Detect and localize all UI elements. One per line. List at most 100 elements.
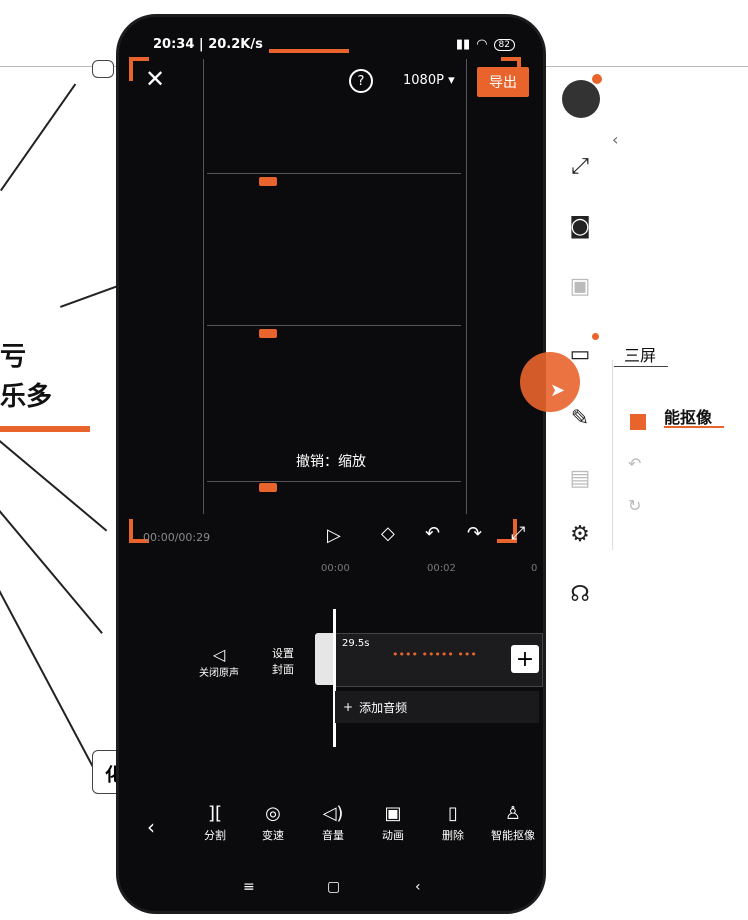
back-nav-icon[interactable]: ‹	[415, 879, 421, 895]
avatar[interactable]	[562, 80, 600, 118]
delete-tool[interactable]: ▯ 删除	[423, 803, 483, 843]
mindmap-line	[546, 66, 748, 67]
trash-icon: ▯	[448, 803, 458, 824]
animation-icon: ▣	[384, 803, 402, 824]
camera-icon[interactable]: ◙	[569, 213, 591, 239]
mute-original-button[interactable]: ◁ 关闭原声	[197, 645, 241, 679]
video-camera-icon[interactable]: ▣	[569, 273, 591, 299]
smart-cutout-tool[interactable]: ♙ 智能抠像	[483, 803, 543, 843]
status-time-text: 20:34	[153, 37, 195, 52]
resolution-select[interactable]: 1080P ▾	[403, 73, 455, 88]
preview-line	[207, 325, 461, 326]
mute-label: 关闭原声	[199, 668, 239, 679]
menu-nav-icon[interactable]: ≡	[243, 879, 255, 895]
mindmap-fragment: 乐多	[0, 382, 53, 412]
color-swatch[interactable]	[630, 414, 646, 430]
status-icons: ▮▮ ◠ 82	[456, 37, 515, 52]
volume-tool[interactable]: ◁) 音量	[303, 803, 363, 843]
selection-edge	[269, 49, 349, 53]
delete-label: 删除	[442, 829, 464, 842]
selection-corner	[129, 519, 149, 543]
preview-mark	[259, 329, 277, 338]
settings-icon[interactable]: ⚙	[570, 521, 590, 547]
selection-corner	[497, 519, 517, 543]
timecode: 00:00/00:29	[143, 531, 211, 544]
volume-icon: ◁)	[322, 803, 344, 824]
question-icon[interactable]: ?	[349, 69, 373, 93]
undo-small-icon[interactable]: ↶	[628, 454, 642, 473]
eraser-icon[interactable]: ▤	[569, 465, 591, 491]
video-preview	[203, 59, 467, 514]
notification-dot	[592, 333, 599, 340]
panel-divider	[612, 360, 613, 550]
undo-icon[interactable]: ↶	[425, 523, 441, 544]
add-audio-label: 添加音频	[359, 700, 408, 715]
ruler-mark: 00:00	[321, 563, 350, 574]
animation-tool[interactable]: ▣ 动画	[363, 803, 423, 843]
pen-icon[interactable]: ✎	[570, 405, 590, 431]
playhead[interactable]	[333, 609, 336, 747]
mindmap-node	[92, 60, 114, 78]
mindmap-fragment: 亏	[0, 342, 27, 372]
ruler-mark: 0	[531, 563, 538, 574]
clip-thumbnails: •••• ••••• •••	[392, 648, 477, 661]
mindmap-line	[0, 83, 77, 192]
panel-underline	[664, 426, 724, 428]
cover-label-1: 设置	[272, 647, 294, 660]
ruler-mark: 00:02	[427, 563, 456, 574]
avatar-badge	[592, 74, 602, 84]
export-button[interactable]: 导出	[477, 67, 529, 97]
add-audio-button[interactable]: + 添加音频	[335, 691, 539, 723]
keyframe-icon[interactable]: ◇	[381, 523, 395, 544]
preview-mark	[259, 483, 277, 492]
add-clip-button[interactable]: +	[511, 645, 539, 673]
mindmap-line	[0, 66, 116, 67]
redo-icon[interactable]: ↷	[467, 523, 483, 544]
cursor-icon: ➤	[550, 380, 566, 401]
status-speed: 20.2K/s	[208, 37, 263, 52]
toast-message: 撤销：缩放	[296, 454, 366, 470]
person-icon: ♙	[504, 803, 522, 824]
cover-label-2: 封面	[272, 663, 294, 676]
status-time: 20:34 | 20.2K/s	[153, 37, 263, 52]
panel-label-cutout: 能抠像	[664, 408, 713, 427]
split-label: 分割	[204, 829, 226, 842]
phone-frame: 20:34 | 20.2K/s ▮▮ ◠ 82 ✕ ? 1080P ▾ 导出 撤…	[116, 14, 546, 914]
fullscreen-icon[interactable]: ⤢	[511, 523, 526, 544]
collapse-icon[interactable]: ‹	[612, 130, 619, 149]
speaker-icon: ◁	[212, 645, 226, 664]
preview-line	[207, 481, 461, 482]
mindmap-line	[0, 440, 108, 532]
close-icon[interactable]: ✕	[145, 65, 166, 93]
screen-share-icon[interactable]: ▭	[569, 341, 591, 367]
set-cover-button[interactable]: 设置 封面	[265, 645, 301, 677]
plus-icon: +	[343, 700, 354, 714]
mindmap-line	[60, 285, 118, 308]
mindmap-underline	[0, 426, 90, 432]
wifi-icon: ◠	[476, 37, 488, 52]
speed-tool[interactable]: ◎ 变速	[243, 803, 303, 843]
clip-trim-handle[interactable]	[315, 633, 335, 685]
mindmap-line	[0, 590, 104, 786]
video-clip[interactable]: 29.5s •••• ••••• •••	[335, 633, 543, 687]
mindmap-line	[0, 510, 103, 634]
speed-icon: ◎	[265, 803, 281, 824]
status-bar: 20:34 | 20.2K/s ▮▮ ◠ 82	[119, 17, 543, 52]
home-nav-icon[interactable]: ▢	[327, 879, 341, 895]
clip-duration: 29.5s	[342, 638, 370, 649]
selection-corner	[129, 57, 149, 81]
back-icon[interactable]: ‹	[147, 815, 155, 839]
resolution-value: 1080P	[403, 73, 444, 88]
preview-line	[207, 173, 461, 174]
signal-icon: ▮▮	[455, 37, 471, 52]
expand-icon[interactable]: ⤢	[571, 153, 589, 179]
split-tool[interactable]: ][分割	[185, 803, 245, 843]
cursor-highlight	[520, 352, 580, 412]
headset-icon[interactable]: ☊	[570, 581, 590, 607]
volume-label: 音量	[322, 829, 344, 842]
speed-label: 变速	[262, 829, 284, 842]
panel-label-three-screens: 三屏	[624, 346, 657, 365]
play-icon[interactable]: ▷	[327, 525, 341, 546]
redo-small-icon[interactable]: ↻	[628, 496, 642, 515]
panel-underline	[614, 366, 668, 367]
